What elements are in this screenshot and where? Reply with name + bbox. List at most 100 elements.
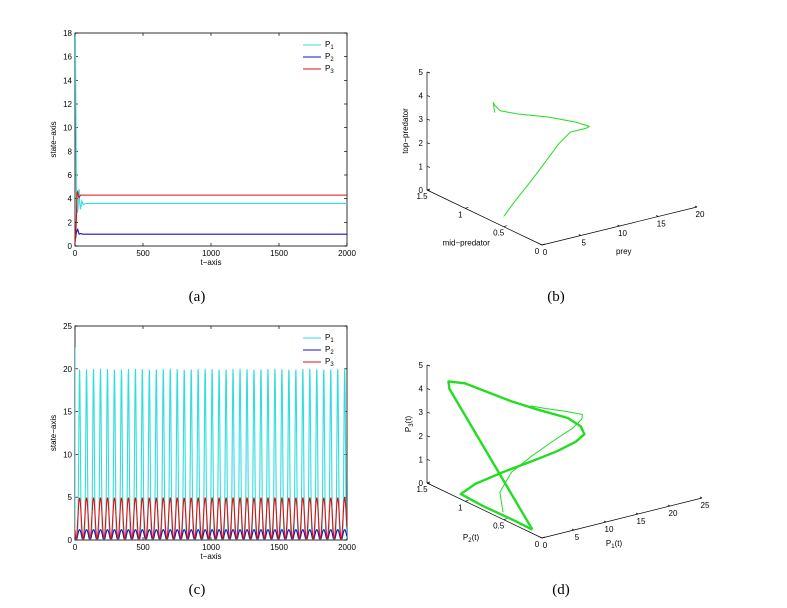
z-tick-label: 4	[419, 385, 424, 394]
x-tick-mark	[694, 205, 698, 208]
x-tick-mark	[603, 520, 607, 523]
y-tick-label: 12	[63, 100, 72, 109]
z-tick-mark	[426, 189, 431, 192]
x-tick-label: 2000	[338, 249, 356, 258]
x-tick-mark	[539, 536, 543, 539]
y-tick-label: 10	[63, 450, 72, 459]
y-tick-label: 2	[68, 218, 73, 227]
legend-label-p2: P2	[325, 345, 334, 356]
x-tick-label: 1500	[270, 249, 288, 258]
z-tick-label: 0	[419, 186, 424, 195]
y-tick-mark	[465, 207, 469, 209]
plot-frame	[74, 32, 348, 247]
legend-label-p1: P1	[325, 40, 334, 51]
legend-label-p3: P3	[325, 64, 334, 75]
x-tick-label: 1000	[202, 543, 220, 552]
x-tick-label: 10	[605, 525, 614, 534]
z-tick-label: 3	[419, 408, 424, 417]
y-tick-label: 10	[63, 124, 72, 133]
y-tick-label: 8	[68, 147, 73, 156]
panel-a-chart: 0 500 1000 1500 2000 0 2 4 6 8 10 12 14 16 18 t−axis sta…	[49, 29, 356, 267]
y-tick-mark	[465, 500, 469, 502]
y-tick-label: 15	[63, 408, 72, 417]
x-tick-mark	[578, 234, 581, 236]
x-axis-label: P1(t)	[606, 539, 623, 550]
series-line-p3	[75, 189, 347, 244]
x-axis-label: t−axis	[200, 258, 221, 267]
x-tick-label: 20	[669, 509, 678, 518]
y-tick-label: 16	[63, 53, 72, 62]
x-tick-label: 500	[136, 543, 150, 552]
x-tick-label: 20	[696, 210, 705, 219]
panel-d-caption: (d)	[552, 582, 570, 598]
y-tick-label: 1.5	[416, 192, 428, 201]
z-tick-mark	[426, 388, 431, 390]
y-axis-label: mid−predator	[443, 238, 491, 247]
x-tick-label: 15	[637, 517, 646, 526]
z-tick-mark	[426, 435, 431, 438]
y-tick-label: 6	[68, 171, 73, 180]
z-tick-label: 3	[419, 115, 424, 124]
x-tick-label: 2000	[338, 543, 356, 552]
z-tick-label: 0	[419, 479, 424, 488]
z-tick-mark	[426, 95, 431, 97]
y-tick-mark	[541, 536, 546, 539]
trajectory-line-limit-cycle	[447, 380, 586, 531]
x-tick-label: 5	[575, 533, 580, 542]
x-tick-mark	[571, 528, 575, 531]
x-tick-mark	[667, 504, 671, 507]
y-tick-label: 1	[458, 210, 463, 219]
series-line-p1	[75, 347, 347, 540]
z-axis-label: top−predator	[401, 108, 410, 154]
y-tick-label: 4	[68, 195, 73, 204]
panel-c-chart: 0 500 1000 1500 2000 0 5 10 15 20 25 t−axis state−ax…	[49, 322, 356, 561]
y-axis-label: P2(t)	[463, 533, 480, 544]
z-axis-label: P3(t)	[404, 416, 415, 433]
panel-b-3d-chart: 0510152000.511.5012345preymid−predatorto…	[401, 68, 705, 257]
x-tick-mark	[539, 243, 543, 246]
x-tick-label: 10	[618, 229, 627, 238]
x-tick-label: 500	[136, 249, 150, 258]
x-tick-mark	[656, 215, 659, 217]
z-tick-label: 4	[419, 92, 424, 101]
x-tick-mark	[635, 512, 639, 515]
y-axis-label: state−axis	[49, 415, 58, 451]
z-tick-mark	[426, 411, 431, 414]
y-tick-mark	[503, 518, 507, 520]
z-tick-mark	[426, 459, 431, 461]
z-tick-label: 5	[419, 68, 424, 77]
x-axis-label: prey	[616, 247, 632, 256]
x-tick-label: 0	[543, 541, 548, 550]
z-tick-label: 1	[419, 162, 424, 171]
y-tick-label: 0	[535, 247, 540, 256]
y-tick-mark	[503, 225, 507, 227]
panel-a-caption: (a)	[189, 289, 206, 305]
x-axis-label: t−axis	[200, 552, 221, 561]
series-line-p1	[75, 34, 347, 213]
y-tick-label: 0	[68, 536, 73, 545]
y-tick-label: 20	[63, 365, 72, 374]
z-tick-label: 2	[419, 432, 424, 441]
x-tick-label: 1500	[270, 543, 288, 552]
y-tick-label: 18	[63, 29, 72, 38]
y-axis-line	[426, 189, 543, 246]
y-axis-label: state−axis	[49, 121, 58, 157]
x-tick-mark	[617, 224, 620, 227]
y-tick-label: 0.5	[493, 229, 505, 238]
y-tick-label: 25	[63, 322, 72, 331]
y-tick-label: 0.5	[493, 522, 505, 531]
y-tick-label: 1	[458, 503, 463, 512]
x-tick-mark	[699, 496, 703, 499]
z-tick-mark	[426, 142, 431, 145]
z-tick-mark	[426, 166, 431, 168]
panel-c-caption: (c)	[189, 582, 206, 598]
x-tick-label: 0	[73, 543, 78, 552]
series-line-p2	[75, 529, 347, 540]
legend-label-p2: P2	[325, 52, 334, 63]
trajectory-line-transient	[499, 405, 583, 513]
series-line-p3	[75, 496, 347, 540]
series-line-p2	[75, 228, 347, 242]
x-tick-label: 25	[701, 501, 710, 510]
z-tick-label: 2	[419, 139, 424, 148]
